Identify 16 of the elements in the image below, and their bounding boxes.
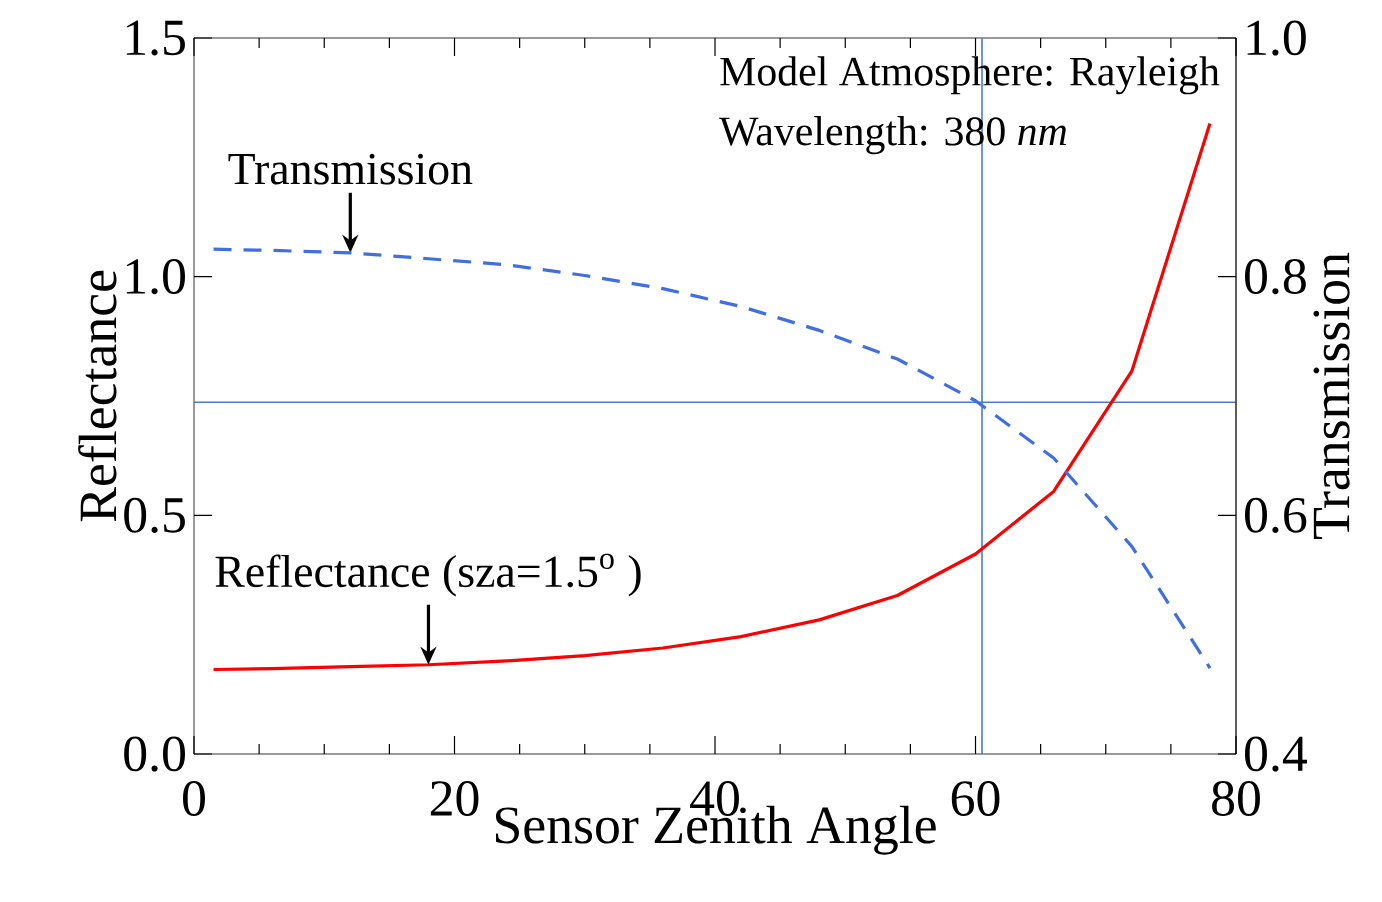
annotation: Reflectance (sza=1.5$^{o}$ ) [215, 553, 641, 597]
y2-tick-label: 0.8 [1245, 259, 1306, 295]
y2-axis-title: Transmission [1313, 252, 1350, 540]
x-tick-label: 20 [430, 781, 479, 816]
y-axis-title: Reflectance [78, 270, 117, 522]
y2-tick-label: 0.6 [1245, 497, 1307, 533]
y-tick-label: 1.0 [126, 259, 185, 295]
x-tick-label: 80 [1212, 781, 1260, 816]
y-tick-label: 0.0 [124, 736, 185, 772]
y-tick-label: 0.5 [124, 497, 185, 533]
x-tick-label: 0 [183, 781, 205, 816]
y2-tick-label: 1.0 [1247, 20, 1306, 56]
y-tick-label: 1.5 [126, 20, 185, 56]
y2-tick-label: 0.4 [1245, 736, 1307, 772]
annotation: Transmission [228, 153, 473, 185]
x-tick-label: 60 [951, 781, 1000, 816]
